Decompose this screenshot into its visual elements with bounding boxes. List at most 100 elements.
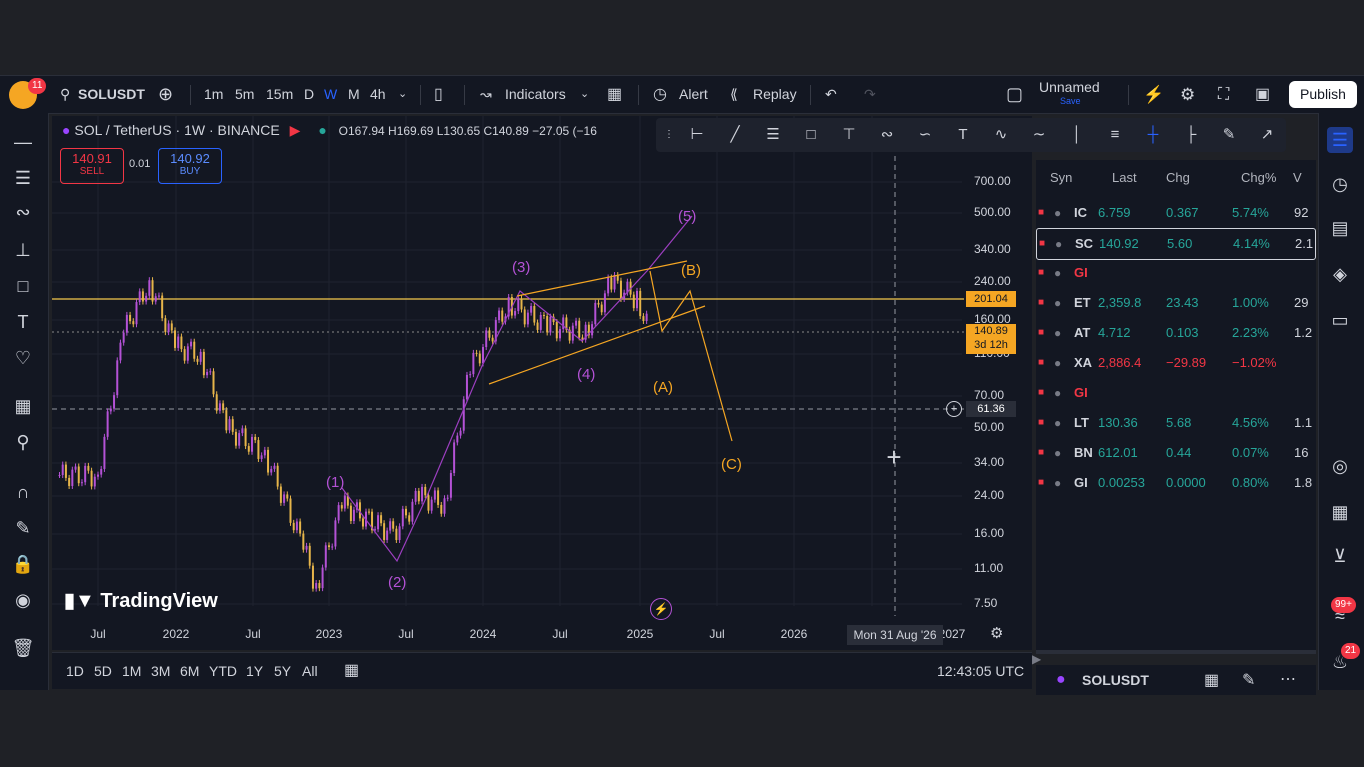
- range-button-all[interactable]: All: [302, 663, 318, 679]
- interval-d[interactable]: D: [304, 86, 315, 102]
- abc-pattern-icon[interactable]: ∾: [880, 126, 894, 143]
- candles-icon[interactable]: ▯: [434, 86, 443, 103]
- crosshair-icon[interactable]: —: [14, 132, 32, 152]
- interval-1m[interactable]: 1m: [204, 86, 224, 102]
- sell-button[interactable]: 140.91 SELL: [60, 148, 124, 184]
- path-tool-icon[interactable]: ∿: [994, 126, 1008, 143]
- calendar-icon[interactable]: ▦: [1331, 502, 1349, 522]
- col-chg[interactable]: Chg: [1166, 170, 1190, 185]
- quick-search-icon[interactable]: ⚡: [1143, 85, 1165, 104]
- target-icon[interactable]: ◎: [1332, 456, 1348, 476]
- buy-button[interactable]: 140.92 BUY: [158, 148, 222, 184]
- magnet-icon[interactable]: ∩: [16, 482, 30, 502]
- col-chg-pct[interactable]: Chg%: [1241, 170, 1277, 185]
- vertical-line-icon[interactable]: │: [1072, 126, 1082, 143]
- elliott-wave-icon[interactable]: ∼: [1032, 126, 1046, 143]
- alert-button[interactable]: Alert: [679, 86, 708, 102]
- watchlist-icon[interactable]: ☰: [1327, 127, 1353, 153]
- col-symbol[interactable]: Syn: [1050, 170, 1073, 185]
- range-button-6m[interactable]: 6M: [180, 663, 200, 679]
- watchlist-row[interactable]: ■ ● GI: [1036, 378, 1316, 408]
- zoom-icon[interactable]: ⚲: [16, 432, 30, 452]
- pattern-icon[interactable]: ⊥: [15, 240, 31, 260]
- ruler-icon[interactable]: ▦: [14, 396, 32, 416]
- interval-5m[interactable]: 5m: [235, 86, 255, 102]
- brush-icon[interactable]: ✎: [1222, 126, 1236, 143]
- redo-icon[interactable]: ↷: [864, 86, 876, 102]
- alert-icon[interactable]: ◷: [653, 86, 667, 103]
- fib-icon[interactable]: ∾: [15, 202, 31, 222]
- layout-square-icon[interactable]: ▢: [1006, 84, 1024, 104]
- lightning-icon[interactable]: ⚡: [650, 598, 672, 620]
- layout-name[interactable]: Unnamed: [1039, 79, 1100, 95]
- interval-m[interactable]: M: [348, 86, 360, 102]
- cross-line-icon[interactable]: ┼: [1147, 126, 1159, 143]
- grid-icon[interactable]: ▦: [1204, 672, 1220, 689]
- range-button-1m[interactable]: 1M: [122, 663, 142, 679]
- more-icon[interactable]: ⋯: [1280, 671, 1296, 688]
- indicators-button[interactable]: Indicators: [505, 86, 566, 102]
- symbol-search-button[interactable]: SOLUSDT: [78, 86, 145, 102]
- col-volume[interactable]: V: [1293, 170, 1302, 185]
- pine-editor-icon[interactable]: ⊻: [1333, 546, 1347, 566]
- watchlist-row[interactable]: ■ ● GI: [1036, 258, 1316, 288]
- fib-tool-icon[interactable]: ⊤: [842, 126, 856, 143]
- text-icon[interactable]: T: [17, 312, 29, 332]
- watchlist-row[interactable]: ■ ● XA 2,886.4 −29.89 −1.02%: [1036, 348, 1316, 378]
- fullscreen-icon[interactable]: ⛶: [1218, 86, 1230, 103]
- watchlist-row[interactable]: ■ ● SC 140.92 5.60 4.14% 2.1: [1036, 228, 1316, 260]
- col-last[interactable]: Last: [1112, 170, 1137, 185]
- range-button-5y[interactable]: 5Y: [274, 663, 292, 679]
- object-tree-icon[interactable]: ▤: [1331, 218, 1349, 238]
- drag-handle-icon[interactable]: ⋮: [664, 129, 674, 140]
- watchlist-divider[interactable]: [1036, 650, 1316, 654]
- lock-icon[interactable]: 🔒: [11, 554, 35, 574]
- edit-icon[interactable]: ✎: [1242, 672, 1256, 689]
- range-button-1y[interactable]: 1Y: [246, 663, 264, 679]
- watchlist-row[interactable]: ■ ● BN 612.01 0.44 0.07% 16: [1036, 438, 1316, 468]
- settings-gear-icon[interactable]: ⚙: [1180, 85, 1196, 104]
- interval-4h[interactable]: 4h: [370, 86, 386, 102]
- interval-15m[interactable]: 15m: [266, 86, 294, 102]
- pencil-lock-icon[interactable]: ✎: [15, 518, 31, 538]
- range-button-5d[interactable]: 5D: [94, 663, 112, 679]
- alerts-clock-icon[interactable]: ◷: [1332, 174, 1348, 194]
- parallel-channel-icon[interactable]: ☰: [766, 126, 780, 143]
- chevron-down-icon[interactable]: ⌄: [398, 88, 408, 100]
- chat-icon[interactable]: ▭: [1331, 310, 1349, 330]
- horizontal-ray-icon[interactable]: ⊢: [690, 126, 704, 143]
- trend-line-icon[interactable]: ╱: [730, 126, 740, 143]
- layers-icon[interactable]: ◈: [1333, 264, 1347, 284]
- fib-channel-icon[interactable]: ≡: [1110, 126, 1120, 143]
- watchlist-row[interactable]: ■ ● AT 4.712 0.103 2.23% 1.2: [1036, 318, 1316, 348]
- eye-icon[interactable]: ◉: [15, 590, 31, 610]
- date-range-picker-icon[interactable]: ▦: [344, 662, 360, 679]
- rectangle-icon[interactable]: □: [17, 276, 29, 296]
- publish-button[interactable]: Publish: [1289, 81, 1357, 108]
- rectangle-tool-icon[interactable]: □: [806, 126, 816, 143]
- range-button-3m[interactable]: 3M: [151, 663, 171, 679]
- range-button-1d[interactable]: 1D: [66, 663, 84, 679]
- trash-icon[interactable]: 🗑: [11, 638, 35, 658]
- long-position-icon[interactable]: ↗: [1260, 126, 1274, 143]
- indicators-icon[interactable]: ↝: [480, 86, 492, 102]
- wxy-pattern-icon[interactable]: ∽: [918, 126, 932, 143]
- camera-icon[interactable]: ▣: [1255, 86, 1271, 103]
- add-alert-plus-icon[interactable]: +: [946, 401, 962, 417]
- heart-icon[interactable]: ♡: [14, 348, 32, 368]
- details-symbol[interactable]: SOLUSDT: [1082, 672, 1149, 688]
- expand-panel-chevron-icon[interactable]: ▶: [1032, 652, 1042, 666]
- chevron-down-icon[interactable]: ⌄: [580, 88, 590, 100]
- replay-icon[interactable]: ⟪: [730, 86, 738, 102]
- undo-icon[interactable]: ↶: [825, 86, 837, 102]
- range-button-ytd[interactable]: YTD: [209, 663, 237, 679]
- stream-icon[interactable]: ≈: [1335, 606, 1345, 626]
- layouts-icon[interactable]: ▦: [607, 86, 623, 103]
- utc-clock[interactable]: 12:43:05 UTC: [937, 663, 1025, 679]
- chart-pane[interactable]: + ● SOL / TetherUS · 1W · BINANCE ▶ ● O1…: [52, 116, 1032, 650]
- compare-add-icon[interactable]: ⊕: [158, 84, 174, 104]
- axis-settings-gear-icon[interactable]: ⚙: [990, 625, 1004, 642]
- date-range-icon[interactable]: ├: [1185, 126, 1197, 143]
- watchlist-row[interactable]: ■ ● ET 2,359.8 23.43 1.00% 29: [1036, 288, 1316, 318]
- watchlist-row[interactable]: ■ ● LT 130.36 5.68 4.56% 1.1: [1036, 408, 1316, 438]
